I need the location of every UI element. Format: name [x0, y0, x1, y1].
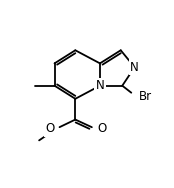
- Text: N: N: [130, 61, 139, 74]
- Text: O: O: [45, 122, 54, 135]
- Text: N: N: [96, 79, 104, 92]
- Text: O: O: [97, 122, 106, 135]
- Text: Br: Br: [139, 90, 152, 103]
